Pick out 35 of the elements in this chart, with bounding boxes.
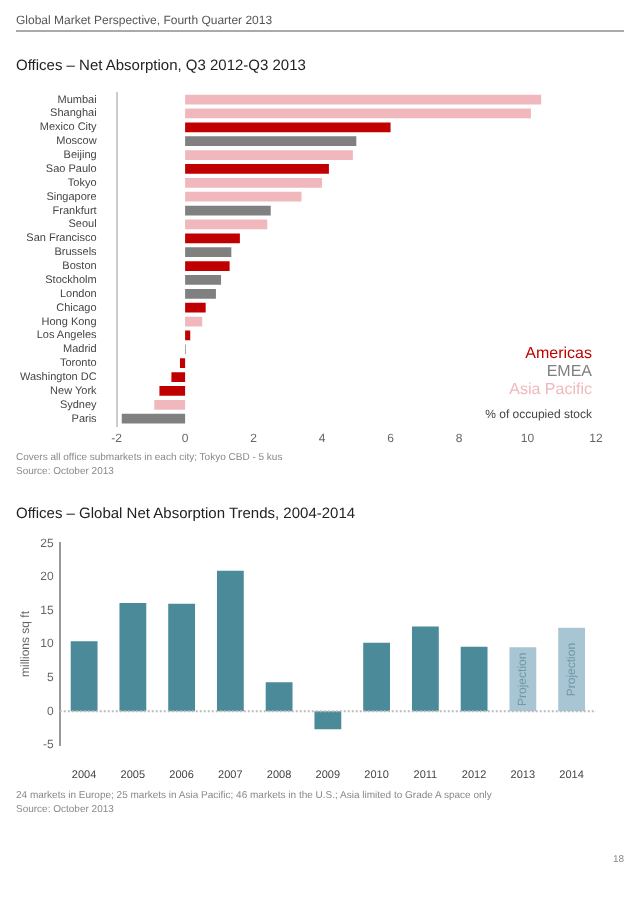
bar <box>185 191 302 202</box>
bar <box>185 316 203 327</box>
bar <box>121 413 186 424</box>
bar <box>185 136 357 147</box>
bar <box>185 177 323 188</box>
bar <box>185 288 216 299</box>
text: Asia Pacific <box>509 379 592 398</box>
bar <box>185 247 232 258</box>
text: EMEA <box>546 361 594 380</box>
bar <box>171 372 186 382</box>
bar <box>460 646 488 712</box>
bar <box>185 233 240 244</box>
bar <box>216 570 244 712</box>
bar <box>185 302 206 313</box>
bar <box>185 150 353 160</box>
bar <box>159 386 186 396</box>
bar <box>70 641 98 712</box>
bar <box>179 358 186 369</box>
bar <box>119 603 147 712</box>
bar <box>168 603 196 712</box>
bar <box>363 642 391 712</box>
bar <box>185 330 191 341</box>
bar <box>411 626 439 712</box>
bar <box>185 94 542 105</box>
bar <box>185 261 230 271</box>
bar <box>314 711 342 730</box>
bar <box>265 682 293 712</box>
bar <box>185 219 268 230</box>
bar <box>185 275 222 285</box>
bar <box>185 205 271 216</box>
text: Americas <box>525 343 592 362</box>
bar <box>154 399 186 410</box>
bar <box>185 164 329 174</box>
bar <box>185 122 391 133</box>
bar <box>185 108 531 119</box>
